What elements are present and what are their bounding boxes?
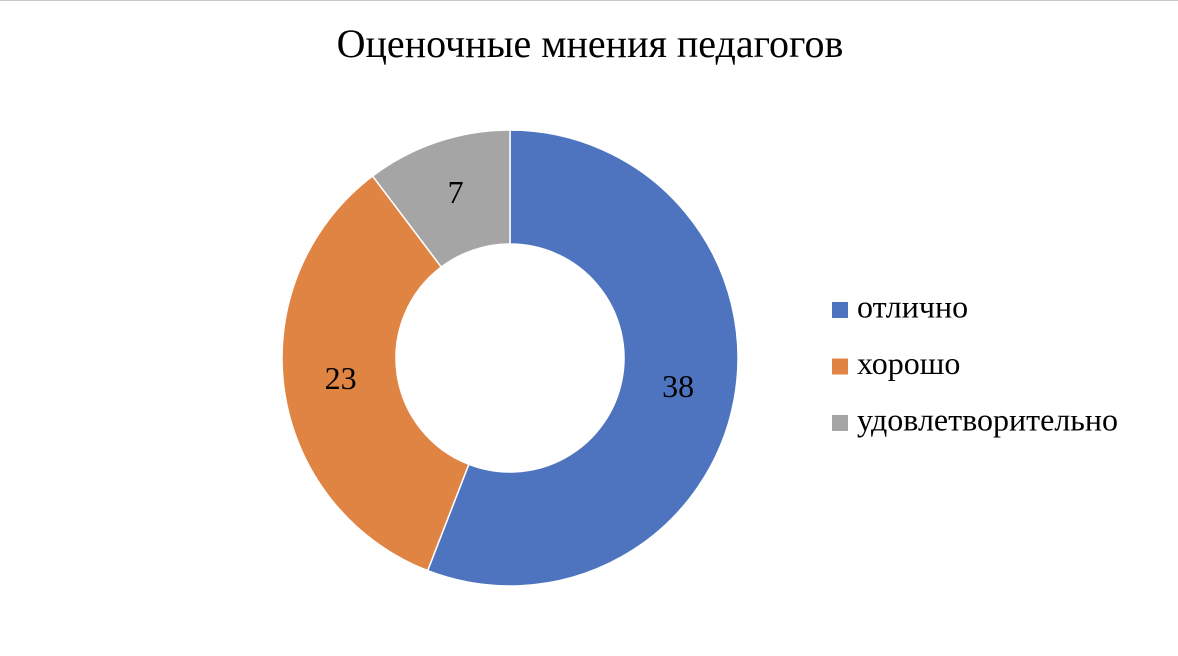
legend-label: отлично [857, 288, 968, 324]
legend-label: хорошо [857, 345, 960, 381]
legend-swatch [832, 358, 848, 375]
legend-swatch [832, 415, 848, 431]
data-label: 7 [448, 174, 464, 210]
donut-segment [371, 129, 511, 269]
legend-label: удовлетворительно [857, 401, 1118, 437]
donut-segment [281, 175, 470, 572]
data-label: 23 [325, 360, 357, 396]
data-label: 38 [662, 368, 694, 404]
legend-swatch [832, 302, 848, 318]
chart-title: Оценочные мнения педагогов [337, 21, 844, 66]
donut-segment [426, 129, 739, 587]
